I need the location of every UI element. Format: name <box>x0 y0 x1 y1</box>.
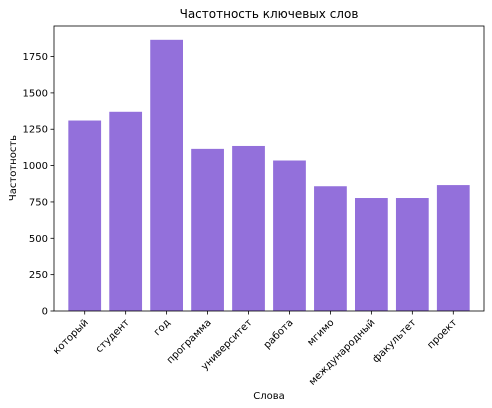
x-tick-label: факультет <box>371 317 419 365</box>
bar-6 <box>273 160 306 311</box>
x-tick-label: год <box>152 317 173 338</box>
y-tick-label: 0 <box>42 307 48 318</box>
plot-border <box>53 25 485 312</box>
y-axis-label: Частотность <box>8 135 19 201</box>
y-tick-label: 750 <box>29 197 48 208</box>
bar-9 <box>395 198 429 311</box>
bar-8 <box>355 198 388 311</box>
x-axis-label: Слова <box>253 391 285 402</box>
bar-4 <box>191 148 224 311</box>
chart-title: Частотность ключевых слов <box>180 7 359 21</box>
y-tick-label: 1250 <box>23 125 48 136</box>
bar-10 <box>436 185 470 311</box>
y-tick-label: 250 <box>29 270 48 281</box>
bar-5 <box>232 145 265 311</box>
bar-1 <box>68 120 102 312</box>
x-tick-label: работа <box>262 317 296 351</box>
y-tick-label: 1000 <box>23 161 48 172</box>
plot-frame <box>53 25 485 312</box>
bars-group <box>68 39 470 312</box>
x-tick-label: студент <box>94 317 132 355</box>
bar-7 <box>314 186 347 311</box>
x-tick-label: мгимо <box>305 317 336 348</box>
y-tick-label: 1750 <box>23 52 48 63</box>
x-tick-label: который <box>51 317 90 356</box>
x-tick-label: проект <box>425 317 459 351</box>
y-tick-label: 1500 <box>23 88 48 99</box>
bar-3 <box>150 39 183 312</box>
y-tick-label: 500 <box>29 234 48 245</box>
y-axis: 0 250 500 750 1000 1250 1500 1750 <box>23 52 54 318</box>
bar-2 <box>109 111 143 311</box>
